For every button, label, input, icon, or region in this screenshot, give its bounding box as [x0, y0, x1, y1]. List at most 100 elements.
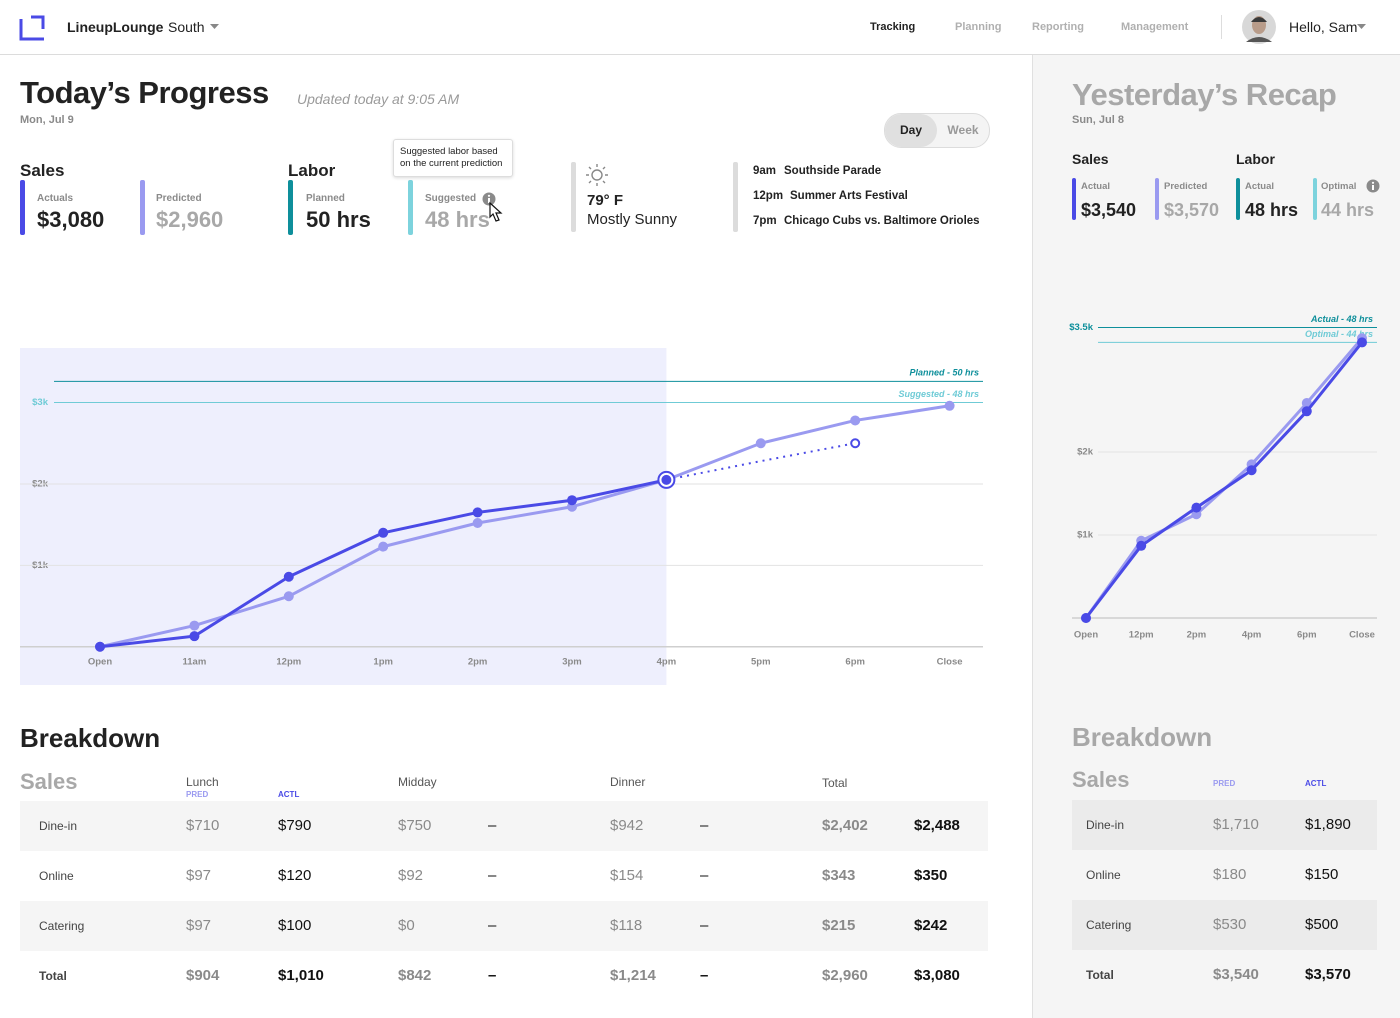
- data-point: [1136, 540, 1147, 551]
- table-cell: $343: [822, 867, 856, 884]
- metric-label: Suggested: [425, 193, 477, 204]
- reference-label: Suggested - 48 hrs: [898, 389, 979, 399]
- table-cell: $3,080: [914, 967, 960, 984]
- table-cell: –: [700, 967, 709, 984]
- data-point: [189, 620, 200, 631]
- data-point: [378, 527, 389, 538]
- labor-heading: Labor: [288, 161, 336, 180]
- info-icon[interactable]: [1366, 179, 1380, 193]
- table-cell: $150: [1305, 866, 1339, 883]
- table-cell: $97: [186, 917, 212, 934]
- weather-bar: [571, 162, 576, 232]
- section-title: Sales: [1072, 767, 1130, 792]
- table-cell: $1,010: [278, 967, 324, 984]
- table-cell: $154: [610, 867, 644, 884]
- updated-time: Updated today at 9:05 AM: [297, 91, 460, 107]
- row-label: Total: [1086, 968, 1114, 982]
- greeting[interactable]: Hello, Sam: [1289, 19, 1358, 35]
- x-tick-label: 1pm: [373, 657, 393, 668]
- data-point: [283, 571, 294, 582]
- top-bar: LineupLounge South Tracking Planning Rep…: [0, 0, 1400, 55]
- data-point: [755, 438, 766, 449]
- data-point: [850, 415, 861, 426]
- suggested-bar: [408, 180, 413, 235]
- table-cell: $2,402: [822, 817, 868, 834]
- table-cell: –: [488, 867, 497, 884]
- row-label: Online: [1086, 868, 1121, 882]
- data-point: [1081, 613, 1091, 624]
- actl-header: ACTL: [278, 790, 300, 799]
- toggle-week[interactable]: Week: [947, 123, 979, 137]
- data-point: [1246, 465, 1257, 476]
- optimal-bar: [1313, 178, 1317, 220]
- y-tick-label: $3k: [32, 397, 49, 408]
- actual-labor-bar: [1236, 178, 1240, 220]
- avatar[interactable]: [1242, 10, 1276, 44]
- table-cell: $0: [398, 917, 415, 934]
- metric-value: $3,570: [1164, 200, 1220, 220]
- actl-header: ACTL: [1305, 779, 1327, 788]
- series-line: [99, 404, 950, 649]
- caret[interactable]: [1357, 24, 1367, 30]
- toggle: Day Week: [884, 113, 990, 148]
- table-cell: $1,890: [1305, 816, 1351, 833]
- event-name: Southside Parade: [784, 165, 882, 177]
- table-cell: $97: [186, 867, 212, 884]
- yesterday-panel: [1032, 55, 1400, 1018]
- table-cell: $1,214: [610, 967, 656, 984]
- table-cell: $242: [914, 917, 948, 934]
- row-label: Dine-in: [1086, 818, 1125, 832]
- nav-item[interactable]: Reporting: [1032, 21, 1084, 33]
- column-header: Midday: [398, 775, 437, 789]
- brand[interactable]: LineupLounge: [67, 19, 164, 35]
- caret[interactable]: [210, 24, 220, 30]
- data-point: [189, 631, 200, 642]
- row-label: Catering: [39, 919, 85, 933]
- x-tick-label: Close: [1349, 630, 1375, 641]
- metric-value: 44 hrs: [1321, 200, 1375, 220]
- location[interactable]: South: [168, 19, 205, 35]
- info-icon[interactable]: [481, 191, 507, 229]
- toggle-day[interactable]: Day: [885, 114, 937, 147]
- data-point: [1191, 502, 1202, 513]
- data-point: [1357, 337, 1367, 348]
- table-cell: $120: [278, 867, 312, 884]
- nav-item[interactable]: Management: [1121, 21, 1189, 33]
- column-header: Lunch: [186, 775, 219, 789]
- x-tick-label: Open: [1074, 630, 1098, 641]
- reference-label: Actual - 48 hrs: [1310, 314, 1373, 324]
- table-cell: –: [488, 967, 497, 984]
- predicted-bar: [1155, 178, 1159, 220]
- logo[interactable]: [18, 14, 46, 42]
- reference-label: Optimal - 44 hrs: [1305, 329, 1373, 339]
- series-line: [1084, 337, 1364, 619]
- metric-value: $3,080: [37, 207, 105, 232]
- metric-label: Actuals: [37, 193, 74, 204]
- table-cell: $3,540: [1213, 966, 1259, 983]
- x-tick-label: 11am: [183, 657, 207, 668]
- condition: Mostly Sunny: [587, 211, 678, 228]
- table-cell: $3,570: [1305, 966, 1351, 983]
- nav-item[interactable]: Planning: [955, 21, 1002, 33]
- table-cell: $842: [398, 967, 432, 984]
- breakdown-title: Breakdown: [1072, 722, 1213, 752]
- nav-item[interactable]: Tracking: [870, 21, 916, 33]
- table-row: [20, 901, 988, 951]
- series-line: [1084, 341, 1364, 619]
- x-tick-label: 12pm: [1129, 630, 1154, 641]
- table-row: [1072, 900, 1377, 950]
- x-tick-label: 6pm: [1297, 630, 1317, 641]
- data-point: [1301, 406, 1312, 417]
- date: Sun, Jul 8: [1072, 114, 1124, 126]
- metric-label: Predicted: [1164, 181, 1208, 192]
- date: Mon, Jul 9: [20, 114, 74, 126]
- x-tick-label: Open: [88, 657, 112, 668]
- metric-label: Actual: [1081, 181, 1111, 192]
- column-header: Total: [822, 776, 848, 790]
- table-row: [1072, 800, 1377, 850]
- data-point: [283, 591, 294, 602]
- series-line: [666, 442, 856, 481]
- table-cell: $530: [1213, 916, 1247, 933]
- data-point: [378, 541, 389, 552]
